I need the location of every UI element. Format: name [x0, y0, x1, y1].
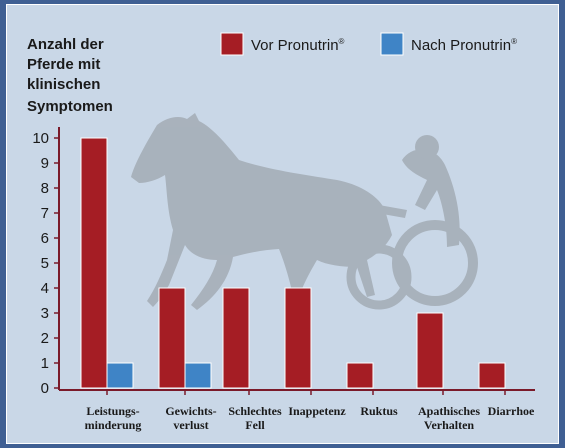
chart-panel: Anzahl der Pferde mit klinischen Symptom… [6, 4, 559, 444]
y-tick-label: 10 [32, 130, 49, 147]
bar [416, 312, 444, 389]
category-label: Fell [245, 418, 265, 432]
y-tick-label: 2 [41, 330, 49, 347]
y-tick-label: 3 [41, 305, 49, 322]
y-tick-label: 8 [41, 180, 49, 197]
category-label: Schlechtes [228, 404, 282, 418]
bar [158, 287, 186, 389]
axes: 0 1 2 3 4 5 6 7 8 9 10 [32, 127, 535, 397]
category-label: Verhalten [424, 418, 475, 432]
y-tick-label: 6 [41, 230, 49, 247]
y-tick-label: 5 [41, 255, 49, 272]
y-tick-label: 7 [41, 205, 49, 222]
category-label: Inappetenz [288, 404, 346, 418]
bar [478, 362, 506, 389]
legend-label: Nach Pronutrin® [411, 37, 517, 54]
bar-chart: Anzahl der Pferde mit klinischen Symptom… [27, 32, 535, 432]
y-tick-label: 1 [41, 355, 49, 372]
y-axis-title-line: klinischen [27, 76, 100, 93]
bar [106, 362, 134, 389]
legend-swatch [380, 32, 404, 56]
y-axis-title: Anzahl der Pferde mit klinischen Symptom… [27, 36, 113, 115]
y-tick-label: 0 [41, 380, 49, 397]
legend: Vor Pronutrin® Nach Pronutrin® [220, 32, 517, 56]
y-axis-title-line: Anzahl der [27, 36, 104, 53]
legend-registered-mark: ® [511, 37, 517, 46]
y-axis-title-line: Pferde mit [27, 56, 100, 73]
category-labels: Leistungs-minderung Gewichts-verlust Schle… [85, 404, 535, 432]
legend-swatch [220, 32, 244, 56]
bar [346, 362, 374, 389]
bar [284, 287, 312, 389]
category-label: verlust [173, 418, 208, 432]
horse-sulky-watermark [131, 113, 478, 310]
category-label: Gewichts- [165, 404, 216, 418]
category-label: Apathisches [418, 404, 480, 418]
bar [222, 287, 250, 389]
y-tick-label: 4 [41, 280, 49, 297]
legend-registered-mark: ® [339, 37, 345, 46]
bars [80, 137, 506, 389]
category-label: Ruktus [360, 404, 398, 418]
category-label: Leistungs- [86, 404, 139, 418]
legend-label: Vor Pronutrin® [251, 37, 345, 54]
bar [184, 362, 212, 389]
y-axis-title-line: Symptomen [27, 98, 113, 115]
category-label: Diarrhoe [488, 404, 535, 418]
y-tick-label: 9 [41, 155, 49, 172]
category-label: minderung [85, 418, 142, 432]
bar [80, 137, 108, 389]
